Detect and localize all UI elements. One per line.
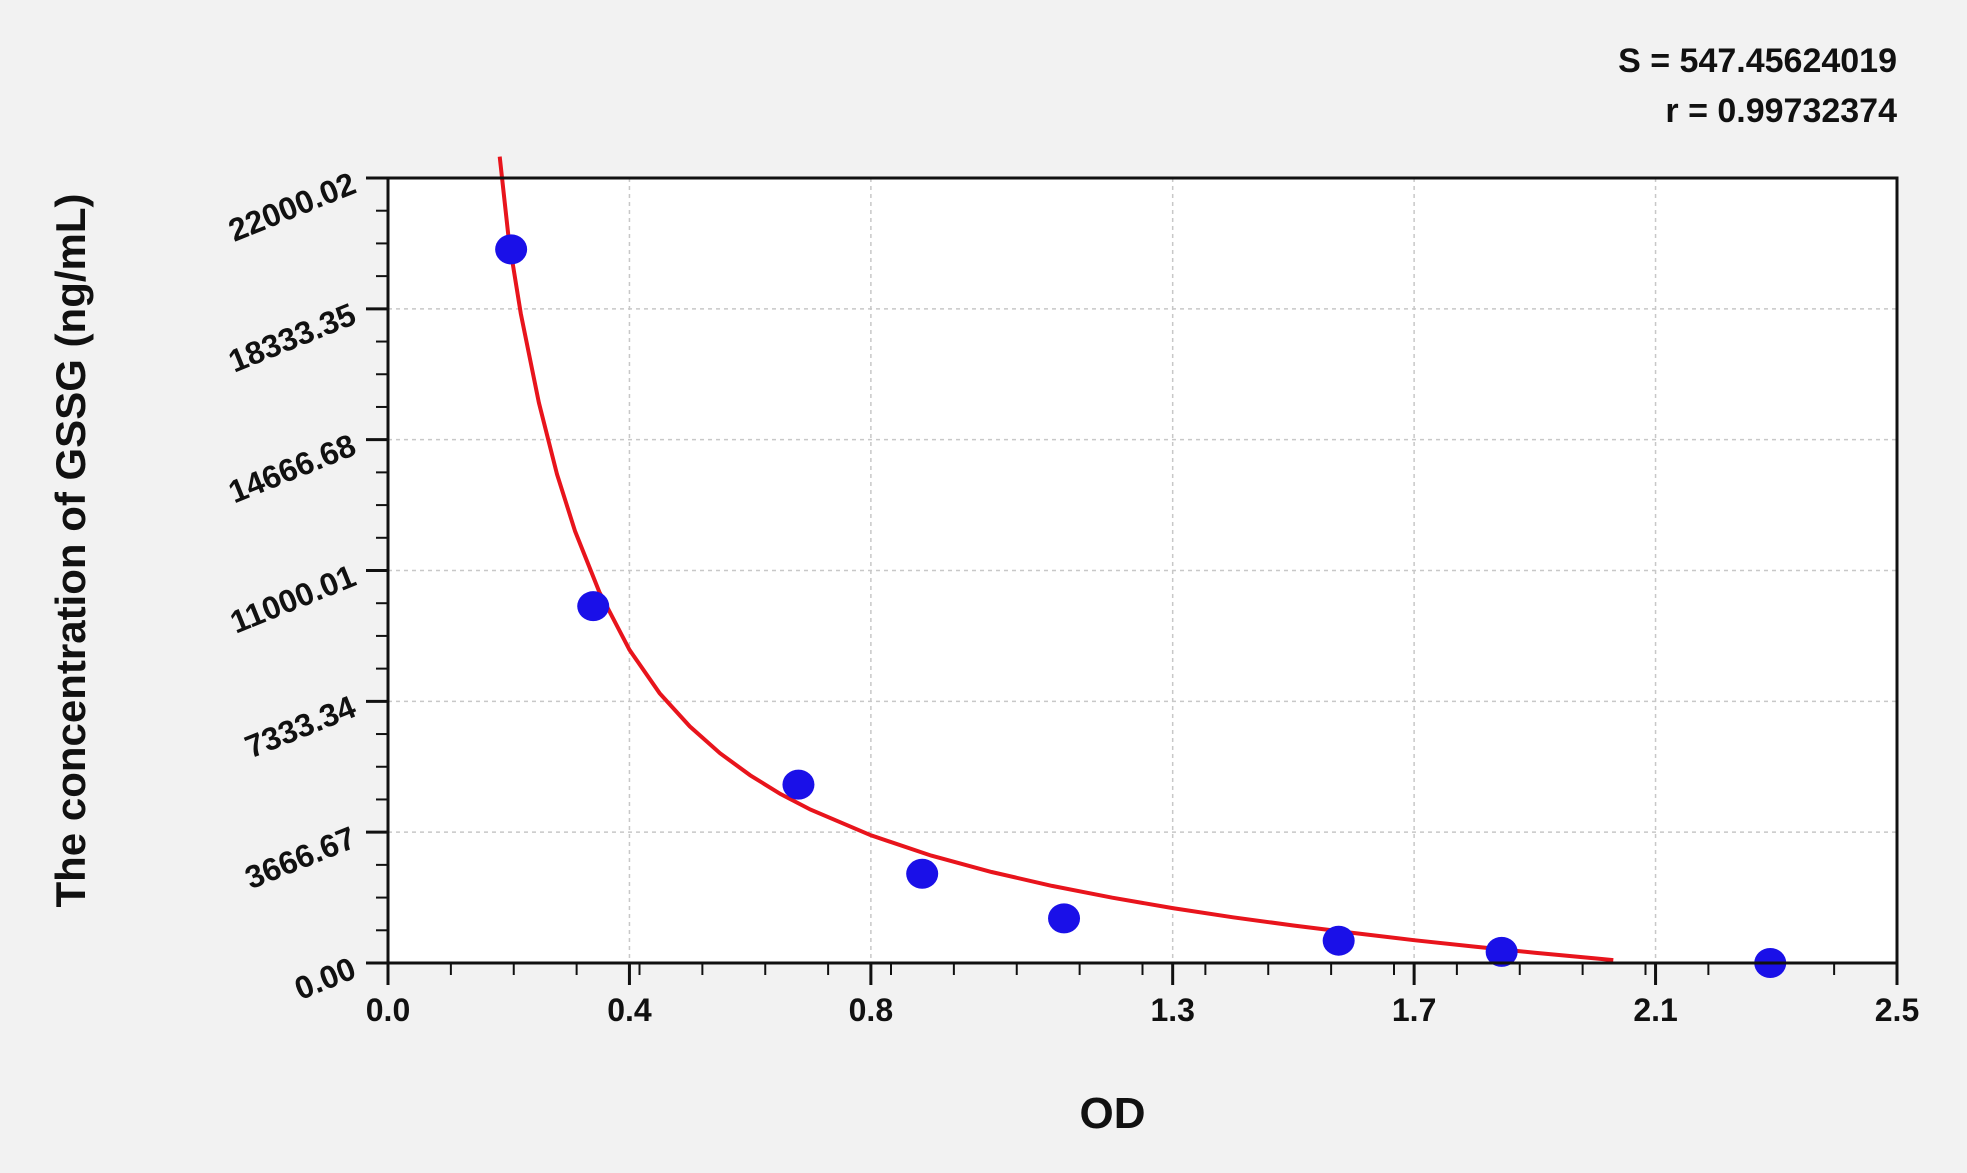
data-point	[1048, 903, 1081, 934]
y-tick-label: 3666.67	[240, 819, 361, 896]
x-tick-label: 2.1	[1633, 992, 1677, 1028]
major-ticks	[366, 176, 1899, 985]
fitted-curve	[497, 156, 1614, 963]
x-tick-label: 2.5	[1875, 992, 1919, 1028]
data-point	[1485, 936, 1518, 967]
r-statistic: r = 0.99732374	[1665, 92, 1897, 130]
data-point	[782, 769, 815, 800]
y-tick-label: 7333.34	[240, 688, 361, 765]
data-point	[495, 234, 528, 265]
x-tick-label: 1.7	[1392, 992, 1436, 1028]
data-point	[577, 591, 610, 622]
y-axis-title: The concentration of GSSG (ng/mL)	[47, 194, 94, 908]
y-tick-label: 22000.02	[223, 165, 360, 248]
grid-lines	[388, 178, 1897, 963]
y-tick-label: 18333.35	[223, 296, 360, 379]
data-point	[1322, 925, 1355, 956]
x-axis-title: OD	[1080, 1089, 1146, 1138]
plot-frame	[386, 176, 1899, 965]
x-tick-label: 0.8	[849, 992, 893, 1028]
data-points	[495, 234, 1787, 978]
y-tick-label: 14666.68	[223, 427, 360, 510]
x-tick-label: 0.0	[366, 992, 410, 1028]
y-tick-label: 11000.01	[225, 558, 361, 641]
x-tick-label: 1.3	[1150, 992, 1194, 1028]
x-tick-labels: 0.0 0.4 0.8 1.3 1.7 2.1 2.5	[366, 992, 1919, 1028]
data-point	[906, 858, 939, 889]
x-tick-label: 0.4	[607, 992, 652, 1028]
s-statistic: S = 547.45624019	[1618, 42, 1897, 80]
y-tick-labels: 0.00 3666.67 7333.34 11000.01 14666.68 18333.…	[223, 165, 360, 1007]
y-tick-label: 0.00	[289, 950, 360, 1007]
